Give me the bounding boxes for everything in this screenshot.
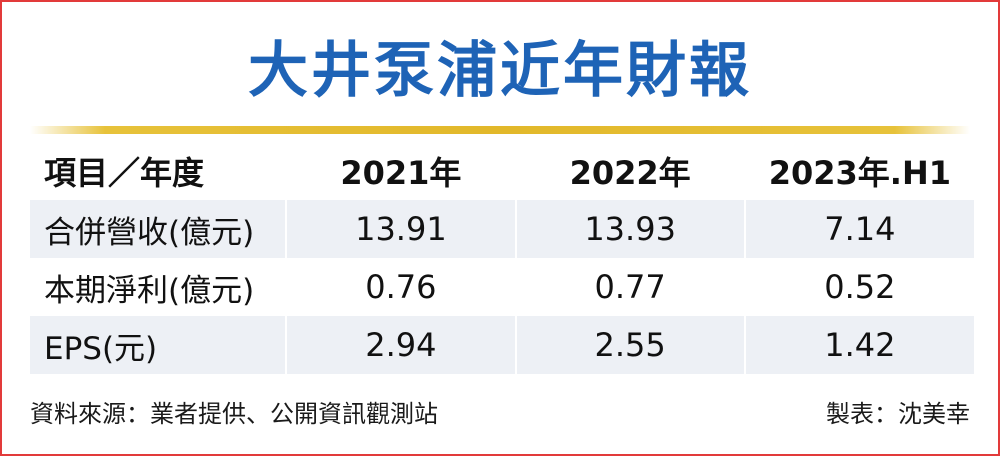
row-label-revenue: 合併營收(億元) xyxy=(30,200,287,258)
financial-table: 項目／年度 2021年 2022年 2023年.H1 合併營收(億元) 13.9… xyxy=(30,142,974,374)
cell-net-income-2022: 0.77 xyxy=(514,258,745,316)
table-row-revenue: 合併營收(億元) 13.91 13.93 7.14 xyxy=(30,200,974,258)
cell-eps-2023-h1: 1.42 xyxy=(743,316,974,374)
cell-net-income-2021: 0.76 xyxy=(285,258,516,316)
source-note: 資料來源：業者提供、公開資訊觀測站 xyxy=(30,400,438,428)
cell-eps-2022: 2.55 xyxy=(514,316,745,374)
row-label-net-income: 本期淨利(億元) xyxy=(44,272,255,309)
title-underline xyxy=(30,126,970,134)
cell-eps-2021: 2.94 xyxy=(285,316,516,374)
cell-revenue-2022: 13.93 xyxy=(514,200,745,258)
table-row-net-income: 本期淨利(億元) 0.76 0.77 0.52 xyxy=(30,258,974,316)
table-header-row: 項目／年度 2021年 2022年 2023年.H1 xyxy=(30,142,974,200)
cell-revenue-2023-h1: 7.14 xyxy=(743,200,974,258)
cell-revenue-2021: 13.91 xyxy=(285,200,516,258)
header-item-year: 項目／年度 xyxy=(44,154,205,192)
chart-title: 大井泵浦近年財報 xyxy=(248,36,752,106)
footer: 資料來源：業者提供、公開資訊觀測站 製表：沈美幸 xyxy=(30,394,970,429)
header-2021: 2021年 xyxy=(285,142,516,200)
header-2023-h1: 2023年.H1 xyxy=(743,142,974,200)
maker-credit: 製表：沈美幸 xyxy=(826,400,970,428)
table-row-eps: EPS(元) 2.94 2.55 1.42 xyxy=(30,316,974,374)
cell-net-income-2023-h1: 0.52 xyxy=(743,258,974,316)
header-2022: 2022年 xyxy=(514,142,745,200)
row-label-eps: EPS(元) xyxy=(30,316,287,374)
